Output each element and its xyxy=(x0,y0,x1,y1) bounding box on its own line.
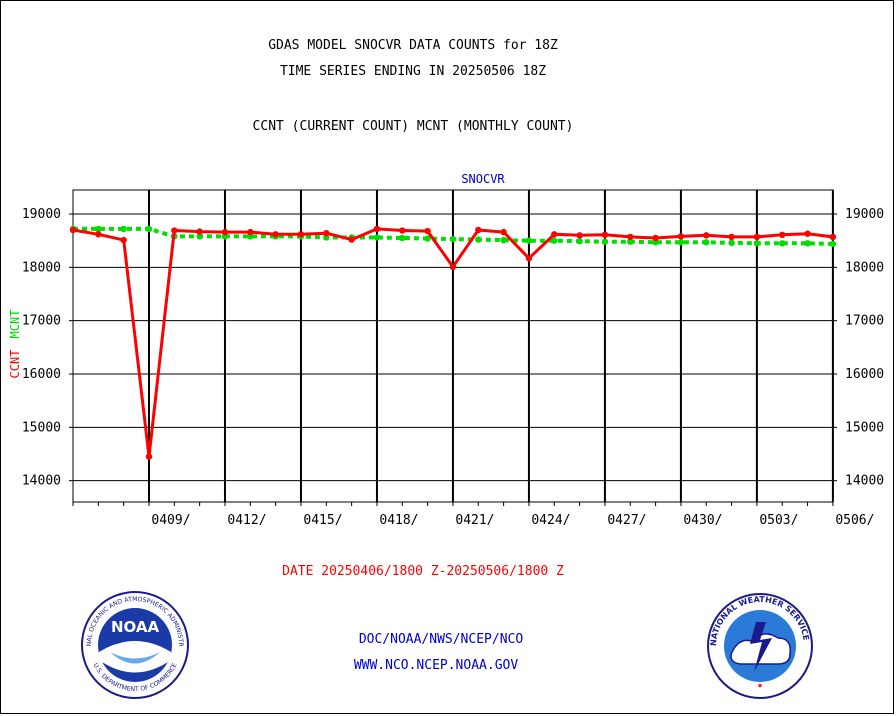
point-ccnt xyxy=(627,233,634,241)
y-tick-label-left: 18000 xyxy=(22,260,61,275)
point-mcnt xyxy=(779,240,786,247)
point-ccnt xyxy=(297,231,305,238)
point-ccnt xyxy=(728,233,735,241)
point-ccnt xyxy=(652,234,659,242)
point-mcnt xyxy=(601,238,609,245)
point-ccnt xyxy=(525,255,533,262)
point-mcnt xyxy=(753,240,761,247)
point-mcnt xyxy=(804,240,811,247)
point-ccnt xyxy=(500,228,507,236)
x-tick-label: 0415/ xyxy=(303,513,342,528)
point-mcnt xyxy=(145,225,153,233)
x-tick-label: 0412/ xyxy=(227,513,266,528)
point-mcnt xyxy=(525,237,533,244)
point-ccnt xyxy=(829,233,837,241)
y-tick-label-right: 16000 xyxy=(845,367,884,382)
point-mcnt xyxy=(373,234,381,241)
panel-label: SNOCVR xyxy=(461,172,505,186)
nws-logo: NATIONAL WEATHER SERVICE ★ xyxy=(707,593,813,699)
y-tick-label-right: 18000 xyxy=(845,260,884,275)
y-tick-label-left: 16000 xyxy=(22,367,61,382)
point-mcnt xyxy=(627,238,634,245)
x-tick-label: 0427/ xyxy=(607,513,646,528)
y-tick-label-left: 14000 xyxy=(22,474,61,489)
x-tick-label: 0503/ xyxy=(759,513,798,528)
y-axis-label-ccnt: CCNT xyxy=(8,350,22,379)
point-ccnt xyxy=(120,236,127,244)
y-tick-label-right: 15000 xyxy=(845,420,884,435)
point-ccnt xyxy=(323,230,330,237)
chart-title-line2: TIME SERIES ENDING IN 20250506 18Z xyxy=(279,64,547,79)
noaa-logo: NOAA NATIONAL OCEANIC AND ATMOSPHERIC AD… xyxy=(80,590,189,699)
point-ccnt xyxy=(449,263,457,270)
point-mcnt xyxy=(551,237,558,244)
point-mcnt xyxy=(576,238,583,245)
point-ccnt xyxy=(779,231,786,238)
point-ccnt xyxy=(475,226,482,234)
y-tick-label-right: 17000 xyxy=(845,314,884,329)
point-ccnt xyxy=(576,232,583,239)
x-tick-label: 0409/ xyxy=(151,513,190,528)
point-ccnt xyxy=(703,232,710,239)
point-ccnt xyxy=(272,231,279,238)
point-ccnt xyxy=(373,225,381,233)
y-tick-label-left: 15000 xyxy=(22,420,61,435)
point-ccnt xyxy=(677,233,685,240)
x-tick-label: 0506/ xyxy=(835,513,874,528)
y-tick-label-left: 19000 xyxy=(22,207,61,222)
x-tick-label: 0421/ xyxy=(455,513,494,528)
point-ccnt xyxy=(171,227,178,234)
point-mcnt xyxy=(196,233,203,240)
nws-star-icon: ★ xyxy=(757,680,763,691)
point-mcnt xyxy=(449,235,457,243)
org-line: DOC/NOAA/NWS/NCEP/NCO xyxy=(358,632,524,647)
y-tick-label-right: 19000 xyxy=(845,207,884,222)
point-mcnt xyxy=(703,239,710,246)
chart-subtitle: CCNT (CURRENT COUNT) MCNT (MONTHLY COUNT… xyxy=(252,119,574,134)
point-ccnt xyxy=(69,226,77,234)
point-mcnt xyxy=(399,234,406,242)
point-ccnt xyxy=(399,227,406,234)
x-tick-label: 0418/ xyxy=(379,513,418,528)
point-ccnt xyxy=(551,231,558,238)
url-line: WWW.NCO.NCEP.NOAA.GOV xyxy=(353,658,519,673)
point-mcnt xyxy=(829,240,837,248)
point-mcnt xyxy=(728,239,735,246)
point-mcnt xyxy=(424,235,431,242)
point-ccnt xyxy=(145,453,153,460)
x-tick-label: 0430/ xyxy=(683,513,722,528)
y-tick-label-left: 17000 xyxy=(22,314,61,329)
date-range-label: DATE 20250406/1800 Z-20250506/1800 Z xyxy=(282,564,564,579)
x-tick-label: 0424/ xyxy=(531,513,570,528)
point-mcnt xyxy=(120,225,127,233)
point-mcnt xyxy=(95,225,102,233)
point-ccnt xyxy=(95,231,102,238)
point-mcnt xyxy=(475,236,482,243)
point-ccnt xyxy=(196,228,203,235)
point-ccnt xyxy=(424,227,431,235)
point-ccnt xyxy=(247,228,254,236)
point-ccnt xyxy=(804,230,811,237)
chart-title-line1: GDAS MODEL SNOCVR DATA COUNTS for 18Z xyxy=(268,38,558,53)
y-axis-label-mcnt: MCNT xyxy=(8,310,22,339)
point-ccnt xyxy=(221,228,229,236)
point-mcnt xyxy=(677,239,685,246)
point-ccnt xyxy=(753,233,761,241)
noaa-logo-text: NOAA xyxy=(111,618,160,636)
point-ccnt xyxy=(601,231,609,238)
point-mcnt xyxy=(500,236,507,244)
point-ccnt xyxy=(348,236,355,243)
y-tick-label-right: 14000 xyxy=(845,474,884,489)
